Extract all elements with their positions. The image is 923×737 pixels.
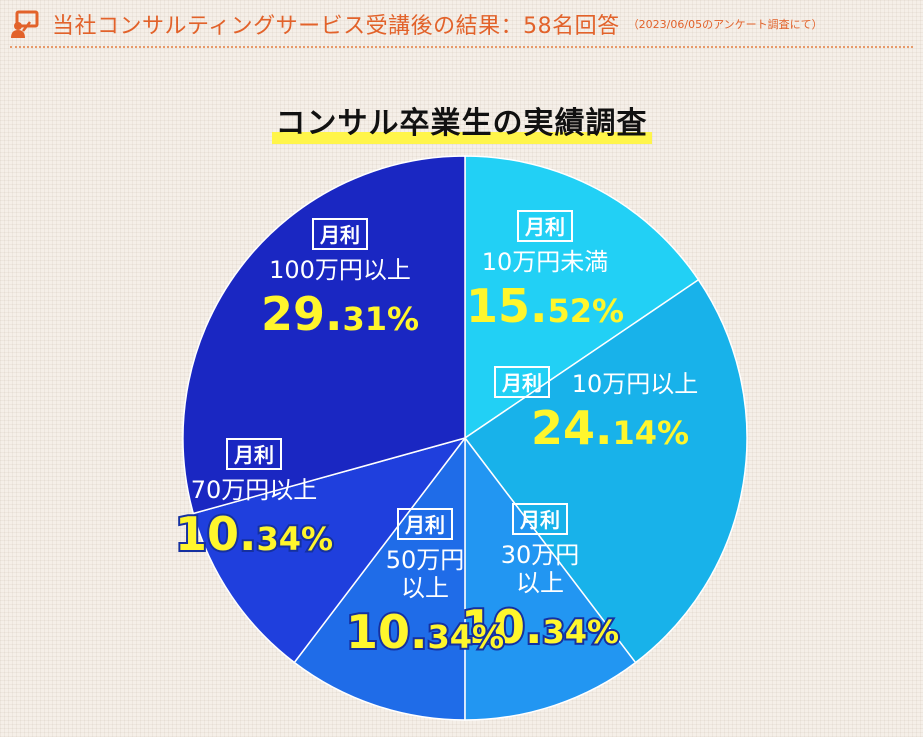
page-header: 当社コンサルティングサービス受講後の結果：58名回答 （2023/06/05のア… bbox=[10, 4, 913, 44]
badge-text: 月利 bbox=[404, 513, 445, 537]
badge-text: 月利 bbox=[501, 371, 542, 395]
badge-text: 月利 bbox=[519, 508, 560, 532]
presentation-icon bbox=[10, 8, 42, 40]
badge-text: 月利 bbox=[233, 443, 274, 467]
slice-range-label: 100万円以上 bbox=[269, 256, 411, 284]
badge-box bbox=[494, 366, 550, 398]
pie-slice bbox=[192, 436, 467, 664]
badge-box bbox=[517, 210, 573, 242]
slice-range-label: 30万円 bbox=[501, 541, 580, 569]
header-divider bbox=[10, 46, 913, 48]
slice-label-group: 月利 10万円以上 24.14% bbox=[494, 366, 699, 455]
slice-value: 10.34% bbox=[346, 605, 504, 659]
pie-slice bbox=[463, 278, 748, 664]
slice-label-group: 月利 10万円未満 15.52% bbox=[466, 210, 624, 333]
slice-label-group: 月利 70万円以上 10.34% bbox=[173, 438, 335, 563]
chart-title: コンサル卒業生の実績調査 bbox=[271, 98, 652, 144]
slice-value: 24.14% bbox=[531, 401, 689, 455]
badge-box bbox=[312, 218, 368, 250]
slice-range-label: 以上 bbox=[401, 574, 449, 602]
pie-slice bbox=[464, 435, 637, 721]
slice-range-label: 70万円以上 bbox=[191, 476, 318, 504]
slice-value: 15.52% bbox=[466, 279, 624, 333]
badge-box bbox=[512, 503, 568, 535]
slice-range-label: 以上 bbox=[516, 569, 564, 597]
slice-value: 10.34% bbox=[175, 507, 333, 561]
badge-text: 月利 bbox=[319, 223, 360, 247]
slice-range-label: 50万円 bbox=[386, 546, 465, 574]
slice-value: 10.34% bbox=[461, 600, 619, 654]
chart-title-wrap: コンサル卒業生の実績調査 bbox=[0, 98, 923, 144]
slice-label-group: 月利 100万円以上 29.31% bbox=[261, 218, 419, 341]
badge-box bbox=[226, 438, 282, 470]
survey-note: （2023/06/05のアンケート調査にて） bbox=[627, 18, 823, 31]
page-title: 当社コンサルティングサービス受講後の結果：58名回答 bbox=[52, 14, 620, 39]
pie-slice bbox=[182, 155, 466, 515]
slice-range-label: 10万円未満 bbox=[482, 248, 609, 276]
badge-box bbox=[397, 508, 453, 540]
slice-value: 29.31% bbox=[261, 287, 419, 341]
badge-text: 月利 bbox=[524, 215, 565, 239]
slice-range-label: 10万円以上 bbox=[572, 370, 699, 398]
